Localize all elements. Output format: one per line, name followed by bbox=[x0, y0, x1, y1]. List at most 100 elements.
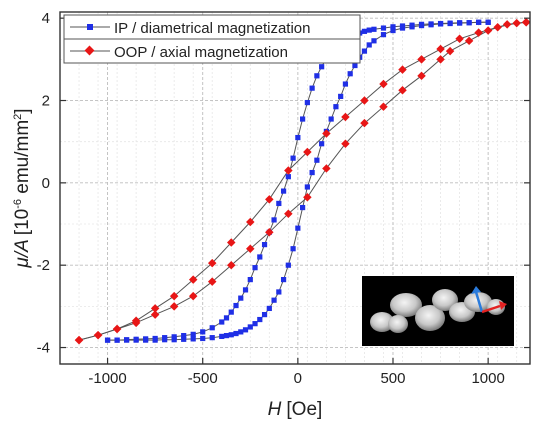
data-point-ip bbox=[162, 335, 168, 341]
data-point-ip bbox=[428, 21, 434, 27]
data-point-ip bbox=[314, 157, 320, 163]
data-point-ip bbox=[361, 28, 368, 34]
data-point-ip bbox=[171, 334, 177, 340]
data-point-oop bbox=[455, 34, 464, 44]
data-point-ip bbox=[361, 48, 368, 54]
x-tick-label: 500 bbox=[380, 370, 405, 387]
data-point-ip bbox=[295, 134, 301, 141]
data-point-ip bbox=[252, 265, 258, 271]
data-point-ip bbox=[371, 38, 377, 44]
data-point-ip bbox=[437, 20, 444, 27]
data-point-ip bbox=[257, 316, 263, 323]
data-point-ip bbox=[261, 311, 268, 318]
legend-label-ip: IP / diametrical magnetization bbox=[114, 20, 311, 37]
data-point-ip bbox=[466, 20, 472, 26]
data-point-ip bbox=[223, 315, 230, 321]
data-point-oop bbox=[131, 316, 141, 326]
data-point-ip bbox=[371, 26, 377, 32]
data-point-ip bbox=[338, 93, 344, 99]
data-point-ip bbox=[409, 22, 415, 28]
data-point-oop bbox=[379, 79, 388, 89]
data-point-ip bbox=[418, 21, 425, 27]
data-point-ip bbox=[114, 337, 120, 343]
data-point-ip bbox=[233, 330, 239, 337]
data-point-ip bbox=[238, 295, 244, 301]
data-point-ip bbox=[276, 200, 282, 207]
data-point-ip bbox=[390, 27, 396, 34]
data-point-oop bbox=[445, 46, 455, 56]
data-point-oop bbox=[417, 71, 426, 81]
data-point-ip bbox=[476, 19, 482, 25]
data-point-ip bbox=[190, 336, 196, 342]
data-point-ip bbox=[252, 321, 258, 327]
data-point-ip bbox=[290, 155, 296, 161]
y-tick-label: 0 bbox=[42, 175, 50, 192]
data-point-oop bbox=[398, 65, 407, 74]
data-point-ip bbox=[347, 71, 353, 77]
data-point-ip bbox=[285, 174, 291, 180]
data-point-ip bbox=[228, 332, 234, 338]
data-point-ip bbox=[219, 319, 225, 325]
data-point-oop bbox=[417, 55, 426, 64]
data-point-ip bbox=[300, 116, 306, 122]
data-point-ip bbox=[319, 141, 325, 147]
data-point-oop bbox=[207, 277, 217, 286]
x-tick-label: -1000 bbox=[88, 370, 126, 387]
data-point-ip bbox=[380, 32, 387, 38]
y-tick-label: 4 bbox=[42, 10, 50, 27]
data-point-ip bbox=[342, 81, 349, 87]
data-point-ip bbox=[247, 277, 253, 283]
data-point-oop bbox=[360, 118, 369, 128]
legend-marker-oop bbox=[84, 45, 95, 56]
data-point-oop bbox=[303, 147, 312, 157]
data-point-ip bbox=[304, 184, 310, 190]
data-point-ip bbox=[200, 329, 206, 335]
data-point-oop bbox=[483, 26, 493, 35]
x-tick-label: 1000 bbox=[471, 370, 504, 387]
data-point-ip bbox=[366, 27, 372, 33]
data-point-ip bbox=[123, 337, 130, 343]
data-point-oop bbox=[464, 36, 474, 46]
data-point-ip bbox=[247, 324, 253, 330]
data-point-oop bbox=[474, 28, 483, 37]
data-point-oop bbox=[493, 22, 502, 32]
data-point-oop bbox=[341, 139, 350, 148]
data-point-oop bbox=[150, 310, 160, 319]
data-point-ip bbox=[271, 297, 277, 303]
data-point-oop bbox=[246, 244, 255, 253]
data-point-oop bbox=[188, 275, 198, 284]
data-point-ip bbox=[200, 335, 206, 342]
data-point-ip bbox=[233, 302, 239, 309]
data-point-oop bbox=[341, 112, 350, 122]
axis-ticks: -1000 -500 0 500 1000 -4 -2 0 2 4 bbox=[37, 10, 530, 387]
data-point-ip bbox=[219, 333, 225, 340]
data-point-ip bbox=[242, 287, 249, 293]
data-point-ip bbox=[333, 104, 339, 110]
data-point-ip bbox=[447, 20, 453, 26]
data-point-ip bbox=[390, 24, 396, 30]
data-point-ip bbox=[290, 246, 296, 252]
data-point-ip bbox=[223, 332, 230, 339]
data-point-ip bbox=[242, 327, 249, 333]
data-point-oop bbox=[322, 129, 331, 138]
data-point-oop bbox=[169, 302, 179, 311]
y-tick-label: -4 bbox=[37, 340, 50, 357]
data-point-ip bbox=[276, 289, 282, 295]
data-point-ip bbox=[280, 188, 287, 194]
data-point-ip bbox=[238, 329, 244, 335]
x-tick-label: 0 bbox=[294, 370, 302, 387]
x-axis-title: H [Oe] bbox=[268, 399, 323, 420]
data-point-oop bbox=[436, 44, 445, 54]
data-point-ip bbox=[309, 169, 315, 176]
data-point-oop bbox=[93, 330, 103, 340]
data-point-ip bbox=[266, 305, 272, 312]
data-point-ip bbox=[352, 62, 358, 69]
data-point-ip bbox=[309, 85, 315, 91]
data-point-ip bbox=[271, 217, 277, 223]
data-point-ip bbox=[295, 225, 301, 231]
legend-box-2 bbox=[63, 38, 361, 64]
data-point-ip bbox=[304, 99, 310, 106]
data-point-oop bbox=[360, 96, 369, 105]
data-point-oop bbox=[169, 291, 179, 301]
data-point-oop bbox=[379, 102, 388, 111]
